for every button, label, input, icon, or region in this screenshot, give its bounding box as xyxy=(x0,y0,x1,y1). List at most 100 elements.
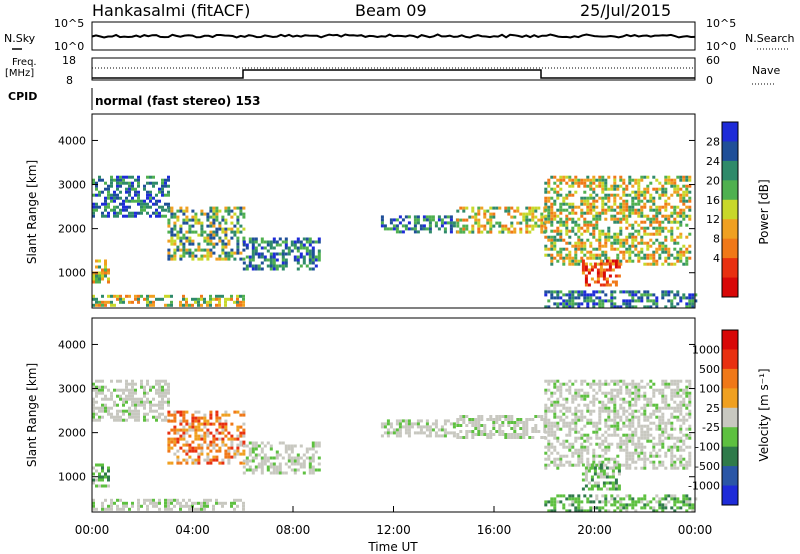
velocity-cell xyxy=(197,461,201,465)
velocity-cell xyxy=(146,498,149,502)
power-cell xyxy=(173,212,177,216)
velocity-cell xyxy=(137,400,140,404)
velocity-cell xyxy=(611,481,615,485)
power-cell xyxy=(574,175,578,179)
velocity-cell xyxy=(655,388,659,392)
velocity-cell xyxy=(465,436,469,439)
velocity-cell xyxy=(284,450,288,454)
velocity-cell xyxy=(547,379,551,383)
power-cell xyxy=(152,300,155,304)
power-cell xyxy=(679,250,683,254)
velocity-cell xyxy=(602,484,606,488)
power-cell xyxy=(682,190,686,194)
velocity-cell xyxy=(661,382,665,386)
power-cell xyxy=(637,211,641,215)
power-cell xyxy=(679,256,683,260)
velocity-cell xyxy=(407,431,411,435)
power-cell xyxy=(540,218,544,222)
velocity-cell xyxy=(553,509,557,513)
velocity-cell xyxy=(574,463,578,467)
power-cell xyxy=(586,223,590,227)
power-cell xyxy=(601,299,605,303)
velocity-cell xyxy=(194,419,198,423)
power-cell xyxy=(640,256,644,260)
velocity-cell xyxy=(634,400,638,404)
velocity-cell xyxy=(616,442,620,446)
power-cell xyxy=(593,265,597,269)
velocity-cell xyxy=(419,425,423,429)
velocity-cell xyxy=(634,403,638,407)
power-cell xyxy=(170,303,173,307)
velocity-cell xyxy=(401,419,405,423)
power-cell xyxy=(652,220,656,224)
power-cell xyxy=(592,235,596,239)
power-cell xyxy=(682,202,686,206)
velocity-cell xyxy=(649,439,653,443)
velocity-cell xyxy=(173,437,177,441)
power-cell xyxy=(95,187,98,191)
velocity-cell xyxy=(98,484,101,488)
velocity-cell xyxy=(643,451,647,455)
colorbar-swatch xyxy=(722,349,738,370)
power-cell xyxy=(215,297,218,301)
power-cell xyxy=(113,199,116,203)
power-cell xyxy=(547,305,551,309)
velocity-cell xyxy=(110,507,113,511)
power-cell xyxy=(128,184,131,188)
velocity-cell xyxy=(574,394,578,398)
colorbar-tick-label: 24 xyxy=(706,155,720,168)
power-cell xyxy=(565,175,569,179)
power-cell xyxy=(236,245,240,249)
power-cell xyxy=(101,268,104,272)
power-cell xyxy=(562,208,566,212)
power-cell xyxy=(149,214,152,218)
power-cell xyxy=(607,256,611,260)
power-cell xyxy=(179,230,183,234)
velocity-cell xyxy=(531,427,535,430)
power-cell xyxy=(401,218,405,222)
velocity-cell xyxy=(140,382,143,386)
velocity-cell xyxy=(688,397,692,401)
power-cell xyxy=(646,217,650,221)
velocity-cell xyxy=(556,436,560,440)
power-cell xyxy=(622,208,626,212)
velocity-cell xyxy=(179,507,182,511)
power-cell xyxy=(215,242,219,246)
power-cell xyxy=(239,209,243,213)
velocity-cell xyxy=(236,443,240,447)
velocity-cell xyxy=(652,460,656,464)
velocity-cell xyxy=(449,422,453,426)
velocity-cell xyxy=(673,409,677,413)
velocity-cell xyxy=(616,412,620,416)
power-cell xyxy=(212,212,216,216)
velocity-cell xyxy=(643,433,647,437)
velocity-cell xyxy=(101,397,104,401)
velocity-cell xyxy=(227,446,231,450)
velocity-cell xyxy=(574,430,578,434)
velocity-cell xyxy=(610,379,614,383)
power-cell xyxy=(589,202,593,206)
velocity-cell xyxy=(158,400,161,404)
power-cell xyxy=(589,223,593,227)
power-cell xyxy=(571,193,575,197)
power-cell xyxy=(559,238,563,242)
power-cell xyxy=(616,187,620,191)
power-cell xyxy=(263,246,267,250)
velocity-cell xyxy=(682,442,686,446)
power-cell xyxy=(571,244,575,248)
power-cell xyxy=(598,181,602,185)
velocity-cell xyxy=(459,415,463,418)
power-cell xyxy=(416,215,420,219)
power-cell xyxy=(601,196,605,200)
velocity-cell xyxy=(667,448,671,452)
power-cell xyxy=(676,256,680,260)
power-cell xyxy=(191,254,195,258)
velocity-cell xyxy=(251,447,255,451)
power-cell xyxy=(459,206,463,210)
velocity-cell xyxy=(679,500,683,504)
velocity-cell xyxy=(604,424,608,428)
velocity-cell xyxy=(598,388,602,392)
velocity-cell xyxy=(556,463,560,467)
velocity-cell xyxy=(601,494,605,498)
velocity-cell xyxy=(607,424,611,428)
